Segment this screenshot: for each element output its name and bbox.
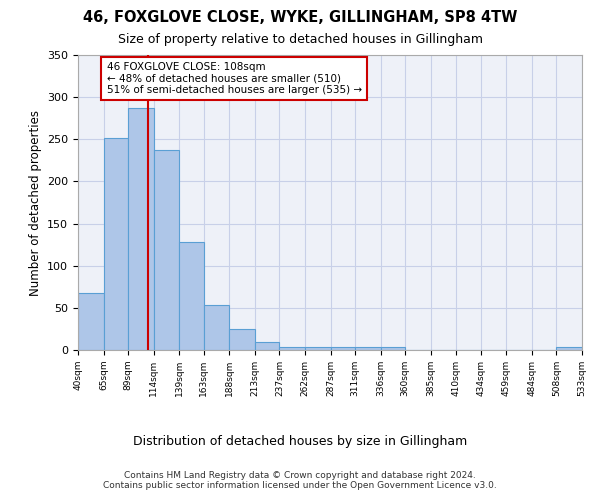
Bar (204, 306, 229, 350)
Bar (305, 348, 331, 350)
Bar (78, 292, 104, 350)
Text: Contains HM Land Registry data © Crown copyright and database right 2024.
Contai: Contains HM Land Registry data © Crown c… (103, 470, 497, 490)
Y-axis label: Number of detached properties: Number of detached properties (29, 110, 41, 296)
Text: Size of property relative to detached houses in Gillingham: Size of property relative to detached ho… (118, 32, 482, 46)
Bar (355, 348, 380, 350)
Text: Distribution of detached houses by size in Gillingham: Distribution of detached houses by size … (133, 435, 467, 448)
Bar (179, 242, 204, 350)
Text: 46 FOXGLOVE CLOSE: 108sqm
← 48% of detached houses are smaller (510)
51% of semi: 46 FOXGLOVE CLOSE: 108sqm ← 48% of detac… (107, 62, 362, 95)
Bar (556, 348, 582, 350)
Bar (154, 150, 179, 350)
Bar (104, 138, 128, 350)
Bar (280, 346, 305, 350)
Bar (255, 342, 280, 350)
Bar (128, 108, 154, 350)
Text: 46, FOXGLOVE CLOSE, WYKE, GILLINGHAM, SP8 4TW: 46, FOXGLOVE CLOSE, WYKE, GILLINGHAM, SP… (83, 10, 517, 25)
Bar (331, 348, 355, 350)
Bar (380, 348, 405, 350)
Bar (229, 329, 255, 350)
